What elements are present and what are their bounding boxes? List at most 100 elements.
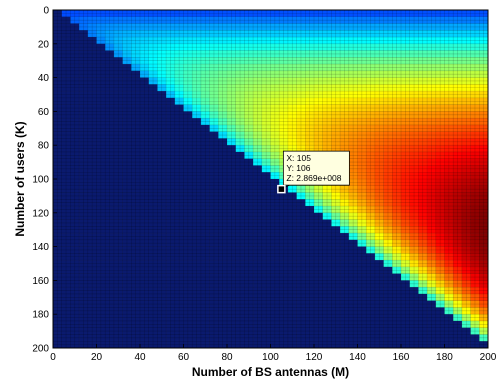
- heatmap-cell: [314, 341, 323, 349]
- x-tick-label: 140: [349, 352, 366, 363]
- heatmap-cell: [279, 334, 289, 342]
- heatmap-cell: [444, 165, 454, 173]
- heatmap-cell: [314, 226, 323, 234]
- heatmap-cell: [479, 307, 489, 315]
- heatmap-cell: [314, 253, 323, 261]
- heatmap-cell: [113, 246, 123, 254]
- heatmap-cell: [461, 124, 471, 132]
- heatmap-cell: [340, 314, 350, 322]
- heatmap-cell: [270, 16, 280, 24]
- heatmap-cell: [357, 199, 367, 207]
- heatmap-cell: [374, 307, 384, 315]
- heatmap-cell: [418, 233, 428, 241]
- heatmap-cell: [79, 307, 89, 315]
- heatmap-cell: [314, 70, 323, 78]
- heatmap-cell: [174, 287, 184, 295]
- heatmap-cell: [418, 320, 428, 329]
- heatmap-cell: [53, 320, 62, 329]
- heatmap-cell: [287, 246, 297, 254]
- heatmap-cell: [209, 280, 219, 288]
- heatmap-cell: [357, 260, 367, 268]
- heatmap-cell: [261, 104, 271, 112]
- heatmap-cell: [200, 287, 210, 295]
- data-tip[interactable]: X: 105 Y: 106 Z: 2.869e+008: [277, 150, 350, 194]
- heatmap-cell: [296, 314, 306, 322]
- heatmap-cell: [357, 104, 367, 112]
- heatmap-cell: [105, 151, 115, 160]
- heatmap-cell: [470, 91, 480, 99]
- heatmap-cell: [209, 172, 219, 180]
- heatmap-cell: [331, 233, 341, 241]
- heatmap-cell: [183, 334, 193, 342]
- heatmap-cell: [279, 192, 289, 200]
- heatmap-cell: [444, 179, 454, 187]
- heatmap-cell: [296, 118, 306, 126]
- heatmap-cell: [427, 91, 437, 99]
- heatmap-cell: [270, 266, 280, 274]
- data-tip-marker[interactable]: [277, 184, 286, 194]
- heatmap-cell: [122, 57, 132, 65]
- heatmap-cell: [409, 219, 419, 227]
- heatmap-cell: [96, 37, 106, 45]
- heatmap-cell: [435, 192, 445, 200]
- heatmap-cell: [192, 273, 202, 281]
- heatmap-cell: [227, 97, 236, 105]
- heatmap-cell: [340, 104, 350, 112]
- heatmap-cell: [270, 43, 280, 51]
- heatmap-cell: [113, 118, 123, 126]
- heatmap-cell: [287, 226, 297, 234]
- heatmap-cell: [253, 104, 263, 112]
- heatmap-cell: [113, 206, 123, 214]
- heatmap-cell: [200, 97, 210, 105]
- heatmap-cell: [235, 10, 245, 18]
- heatmap-cell: [227, 314, 236, 322]
- heatmap-cell: [331, 266, 341, 274]
- heatmap-cell: [96, 185, 106, 193]
- heatmap-cell: [105, 145, 115, 153]
- heatmap-cell: [401, 199, 410, 207]
- heatmap-cell: [305, 320, 315, 329]
- heatmap-cell: [218, 50, 228, 58]
- heatmap-cell: [418, 212, 428, 220]
- heatmap-cell: [331, 70, 341, 78]
- heatmap-cell: [261, 239, 271, 247]
- heatmap-cell: [322, 239, 332, 247]
- heatmap-cell: [444, 70, 454, 78]
- heatmap-cell: [244, 212, 254, 220]
- heatmap-cell: [113, 43, 123, 51]
- heatmap-cell: [357, 314, 367, 322]
- heatmap-cell: [253, 233, 263, 241]
- heatmap-cell: [314, 104, 323, 112]
- heatmap-cell: [392, 314, 402, 322]
- heatmap-cell: [113, 226, 123, 234]
- heatmap-cell: [392, 30, 402, 38]
- heatmap-cell: [461, 97, 471, 105]
- heatmap-cell: [209, 219, 219, 227]
- heatmap-cell: [296, 327, 306, 335]
- heatmap-cell: [70, 97, 80, 105]
- heatmap-cell: [296, 145, 306, 153]
- heatmap-cell: [453, 97, 463, 105]
- heatmap-cell: [470, 307, 480, 315]
- heatmap-cell: [200, 64, 210, 72]
- heatmap-cell: [148, 124, 158, 132]
- heatmap-cell: [279, 145, 289, 153]
- heatmap-cell: [183, 300, 193, 308]
- heatmap-cell: [374, 212, 384, 220]
- heatmap-cell: [53, 314, 62, 322]
- heatmap-cell: [270, 300, 280, 308]
- heatmap-cell: [166, 185, 176, 193]
- heatmap-cell: [105, 37, 115, 45]
- heatmap-cell: [322, 314, 332, 322]
- heatmap-cell: [331, 300, 341, 308]
- heatmap-cell: [270, 118, 280, 126]
- heatmap-cell: [200, 111, 210, 119]
- heatmap-cell: [70, 124, 80, 132]
- heatmap-cell: [340, 273, 350, 281]
- heatmap-cell: [174, 50, 184, 58]
- heatmap-cell: [61, 226, 71, 234]
- heatmap-cell: [218, 30, 228, 38]
- heatmap-cell: [192, 172, 202, 180]
- x-tick-label: 60: [178, 352, 190, 363]
- heatmap-cell: [148, 246, 158, 254]
